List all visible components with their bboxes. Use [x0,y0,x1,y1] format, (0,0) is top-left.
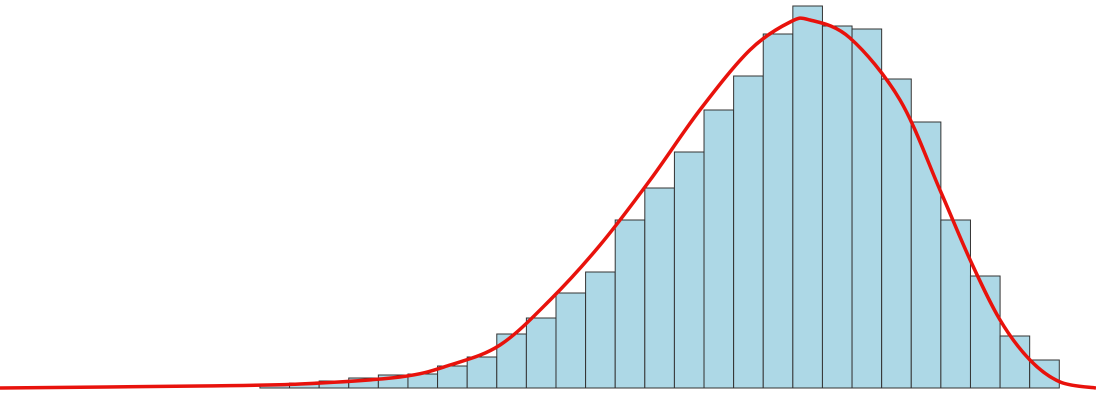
bar [762,33,794,389]
density-curve [0,16,1096,390]
bar [851,28,883,389]
bar [614,219,646,389]
bar [703,109,735,389]
bar [644,187,675,389]
bar [910,121,942,389]
bar [673,151,705,389]
bar [792,5,823,389]
bar [940,219,971,389]
bar [821,25,853,389]
bar [466,356,498,389]
bar [585,271,616,389]
bar [525,317,557,389]
bar [733,75,764,389]
bar [555,292,587,389]
bar [881,78,912,389]
